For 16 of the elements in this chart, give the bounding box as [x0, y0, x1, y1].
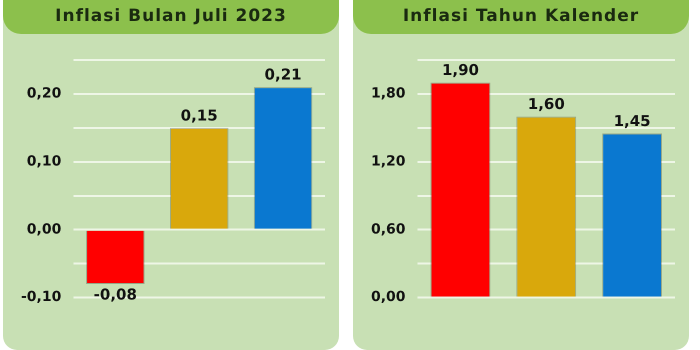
- chart-title: Inflasi Tahun Kalender: [353, 0, 689, 34]
- data-label: 1,90: [442, 61, 479, 80]
- y-tick-label: -0,10: [20, 289, 62, 306]
- y-tick-label: 1,20: [370, 153, 406, 170]
- data-label: -0,08: [94, 285, 137, 304]
- y-tick-label: 0,00: [370, 289, 406, 306]
- y-tick-label: 0,20: [26, 86, 62, 102]
- data-label: 1,45: [614, 112, 651, 130]
- data-label: 0,15: [180, 106, 218, 124]
- y-tick-label: 1,80: [370, 86, 406, 102]
- y-tick-label: 0,10: [26, 153, 62, 170]
- y-tick-label: 0,60: [370, 221, 406, 238]
- y-tick-label: 0,00: [26, 221, 62, 238]
- data-label: 0,21: [264, 66, 302, 84]
- chart-title: Inflasi Bulan Juli 2023: [3, 0, 339, 34]
- data-label: 1,60: [528, 94, 565, 113]
